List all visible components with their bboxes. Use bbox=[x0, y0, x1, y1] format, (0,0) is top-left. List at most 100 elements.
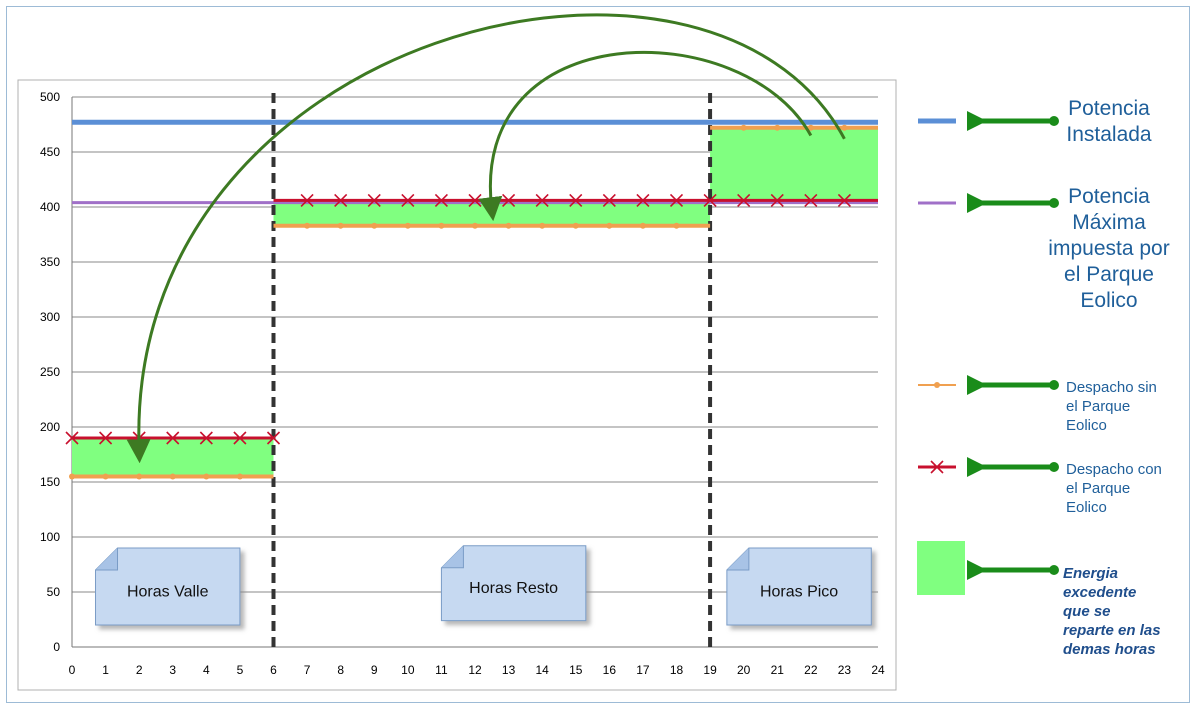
legend-line: Eolico bbox=[1066, 499, 1107, 516]
legend-line: excedente bbox=[1063, 584, 1137, 601]
dispatch-without-point bbox=[572, 222, 579, 229]
y-tick-label: 250 bbox=[40, 365, 60, 379]
y-tick-label: 450 bbox=[40, 145, 60, 159]
dispatch-with-point bbox=[535, 193, 549, 207]
x-tick-label: 24 bbox=[871, 663, 885, 677]
dispatch-without-point bbox=[539, 222, 546, 229]
dispatch-without-point bbox=[69, 473, 75, 480]
legend-arrow-dot bbox=[1049, 198, 1059, 208]
dispatch-with-point bbox=[334, 193, 348, 207]
dispatch-with-point bbox=[502, 193, 516, 207]
energy-area bbox=[72, 438, 274, 477]
dispatch-with-point bbox=[770, 193, 784, 207]
dispatch-without-point bbox=[774, 124, 781, 131]
x-tick-label: 18 bbox=[670, 663, 684, 677]
dispatch-with-point bbox=[233, 431, 247, 445]
dispatch-without-point bbox=[505, 222, 512, 229]
dispatch-without-point bbox=[472, 222, 478, 229]
legend-line: demas horas bbox=[1063, 641, 1156, 658]
dispatch-without-point bbox=[371, 222, 378, 229]
legend-line: Eolico bbox=[1080, 289, 1138, 312]
dispatch-without-point bbox=[841, 124, 848, 131]
x-tick-label: 23 bbox=[838, 663, 852, 677]
dispatch-without-point bbox=[304, 222, 311, 229]
period-note: Horas Valle bbox=[95, 547, 241, 626]
x-tick-label: 15 bbox=[569, 663, 583, 677]
dispatch-without-point bbox=[203, 473, 210, 480]
legend-line: Energia bbox=[1063, 565, 1119, 582]
x-tick-label: 21 bbox=[771, 663, 785, 677]
legend-arrow-dot bbox=[1049, 116, 1059, 126]
legend-line: Potencia bbox=[1068, 185, 1150, 208]
period-note: Horas Resto bbox=[440, 545, 587, 622]
x-tick-label: 9 bbox=[371, 663, 378, 677]
x-tick-label: 7 bbox=[304, 663, 311, 677]
x-tick-label: 5 bbox=[237, 663, 244, 677]
y-tick-label: 150 bbox=[40, 475, 60, 489]
dispatch-without-point bbox=[404, 222, 411, 229]
y-tick-label: 300 bbox=[40, 310, 60, 324]
dispatch-without-point bbox=[807, 124, 814, 131]
legend-swatch-dispatch-without-point bbox=[934, 382, 940, 388]
legend-line: Despacho sin bbox=[1066, 379, 1157, 396]
legend-label-energy: Energia excedente que se reparte en las … bbox=[1063, 564, 1188, 659]
y-tick-label: 50 bbox=[47, 585, 61, 599]
dispatch-without-point bbox=[606, 222, 613, 229]
dispatch-without-point bbox=[438, 222, 445, 229]
dispatch-with-point bbox=[367, 193, 381, 207]
dispatch-with-point bbox=[401, 193, 415, 207]
note-fold bbox=[95, 548, 119, 571]
legend-arrow-dot bbox=[1049, 565, 1059, 575]
x-tick-label: 1 bbox=[102, 663, 109, 677]
legend-line: Despacho con bbox=[1066, 461, 1162, 478]
dispatch-without-point bbox=[639, 222, 646, 229]
dispatch-with-point bbox=[434, 193, 448, 207]
dispatch-with-point bbox=[669, 193, 684, 207]
dispatch-without-point bbox=[337, 222, 344, 229]
x-tick-label: 22 bbox=[804, 663, 818, 677]
x-tick-label: 19 bbox=[703, 663, 717, 677]
x-tick-label: 13 bbox=[502, 663, 516, 677]
legend-label-max-power: Potencia Máxima impuesta por el Parque E… bbox=[1036, 184, 1182, 314]
energy-area bbox=[710, 127, 878, 201]
note-fold bbox=[726, 548, 750, 571]
legend-line: el Parque bbox=[1066, 480, 1131, 497]
legend-arrow-dot bbox=[1049, 380, 1059, 390]
note-label: Horas Pico bbox=[760, 584, 838, 601]
dispatch-with-point bbox=[837, 193, 851, 207]
x-tick-label: 20 bbox=[737, 663, 751, 677]
legend-line: reparte en las bbox=[1063, 622, 1161, 639]
x-tick-label: 16 bbox=[603, 663, 617, 677]
y-tick-label: 0 bbox=[53, 640, 60, 654]
x-tick-label: 10 bbox=[401, 663, 415, 677]
dispatch-with-point bbox=[737, 193, 751, 207]
legend-label-dispatch-without: Despacho sin el Parque Eolico bbox=[1066, 378, 1186, 435]
dispatch-with-point bbox=[636, 193, 650, 207]
dispatch-without-point bbox=[740, 124, 747, 131]
dispatch-with-point bbox=[99, 431, 113, 445]
x-tick-label: 0 bbox=[69, 663, 76, 677]
dispatch-with-point bbox=[65, 431, 79, 445]
dispatch-with-point bbox=[569, 193, 583, 207]
note-fold bbox=[441, 545, 464, 569]
x-tick-label: 2 bbox=[136, 663, 143, 677]
x-tick-label: 14 bbox=[535, 663, 549, 677]
y-tick-label: 350 bbox=[40, 255, 60, 269]
x-tick-label: 8 bbox=[337, 663, 344, 677]
note-label: Horas Resto bbox=[469, 580, 558, 597]
legend-line: Máxima bbox=[1072, 211, 1146, 234]
legend-line: Potencia bbox=[1068, 97, 1150, 120]
dispatch-without-point bbox=[673, 222, 680, 229]
y-tick-label: 500 bbox=[40, 90, 60, 104]
dispatch-without-point bbox=[169, 473, 176, 480]
legend-line: Instalada bbox=[1066, 123, 1152, 146]
x-tick-label: 12 bbox=[468, 663, 482, 677]
x-tick-label: 3 bbox=[169, 663, 176, 677]
legend-line: el Parque bbox=[1064, 263, 1154, 286]
dispatch-without-point bbox=[102, 473, 109, 480]
figure-frame bbox=[6, 6, 1190, 703]
dispatch-with-point bbox=[602, 193, 616, 207]
x-tick-label: 4 bbox=[203, 663, 210, 677]
transfer-arc bbox=[126, 13, 846, 464]
